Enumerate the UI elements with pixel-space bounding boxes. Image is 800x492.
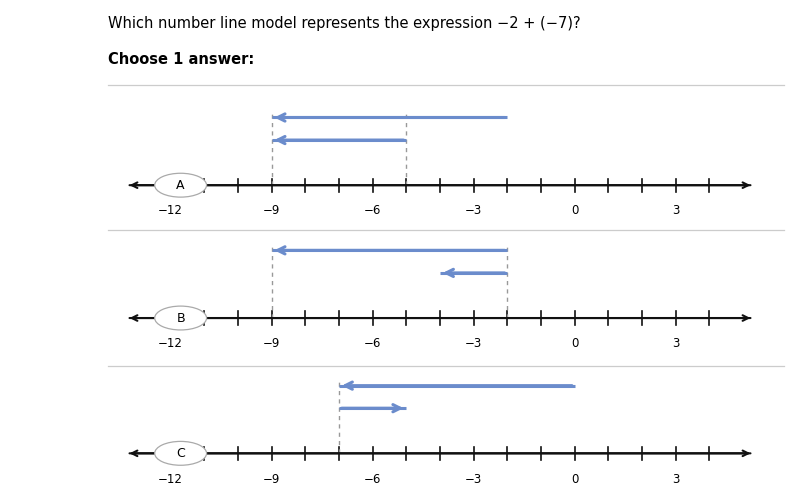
Text: −3: −3	[465, 205, 482, 217]
Text: −9: −9	[263, 205, 280, 217]
Text: −6: −6	[364, 338, 382, 350]
Text: 3: 3	[672, 338, 679, 350]
Text: −9: −9	[263, 473, 280, 486]
Text: B: B	[176, 311, 185, 325]
Text: −6: −6	[364, 473, 382, 486]
Text: −9: −9	[263, 338, 280, 350]
Text: 3: 3	[672, 473, 679, 486]
Text: −3: −3	[465, 473, 482, 486]
Ellipse shape	[154, 306, 206, 330]
Text: Choose 1 answer:: Choose 1 answer:	[108, 52, 254, 66]
Ellipse shape	[154, 173, 206, 197]
Text: C: C	[176, 447, 185, 460]
Text: −3: −3	[465, 338, 482, 350]
Text: 3: 3	[672, 205, 679, 217]
Text: 0: 0	[571, 473, 578, 486]
Text: Which number line model represents the expression −2 + (−7)?: Which number line model represents the e…	[108, 16, 581, 31]
Text: −6: −6	[364, 205, 382, 217]
Text: 0: 0	[571, 205, 578, 217]
Ellipse shape	[154, 441, 206, 465]
Text: −12: −12	[158, 473, 183, 486]
Text: A: A	[176, 179, 185, 192]
Text: −12: −12	[158, 338, 183, 350]
Text: 0: 0	[571, 338, 578, 350]
Text: −12: −12	[158, 205, 183, 217]
